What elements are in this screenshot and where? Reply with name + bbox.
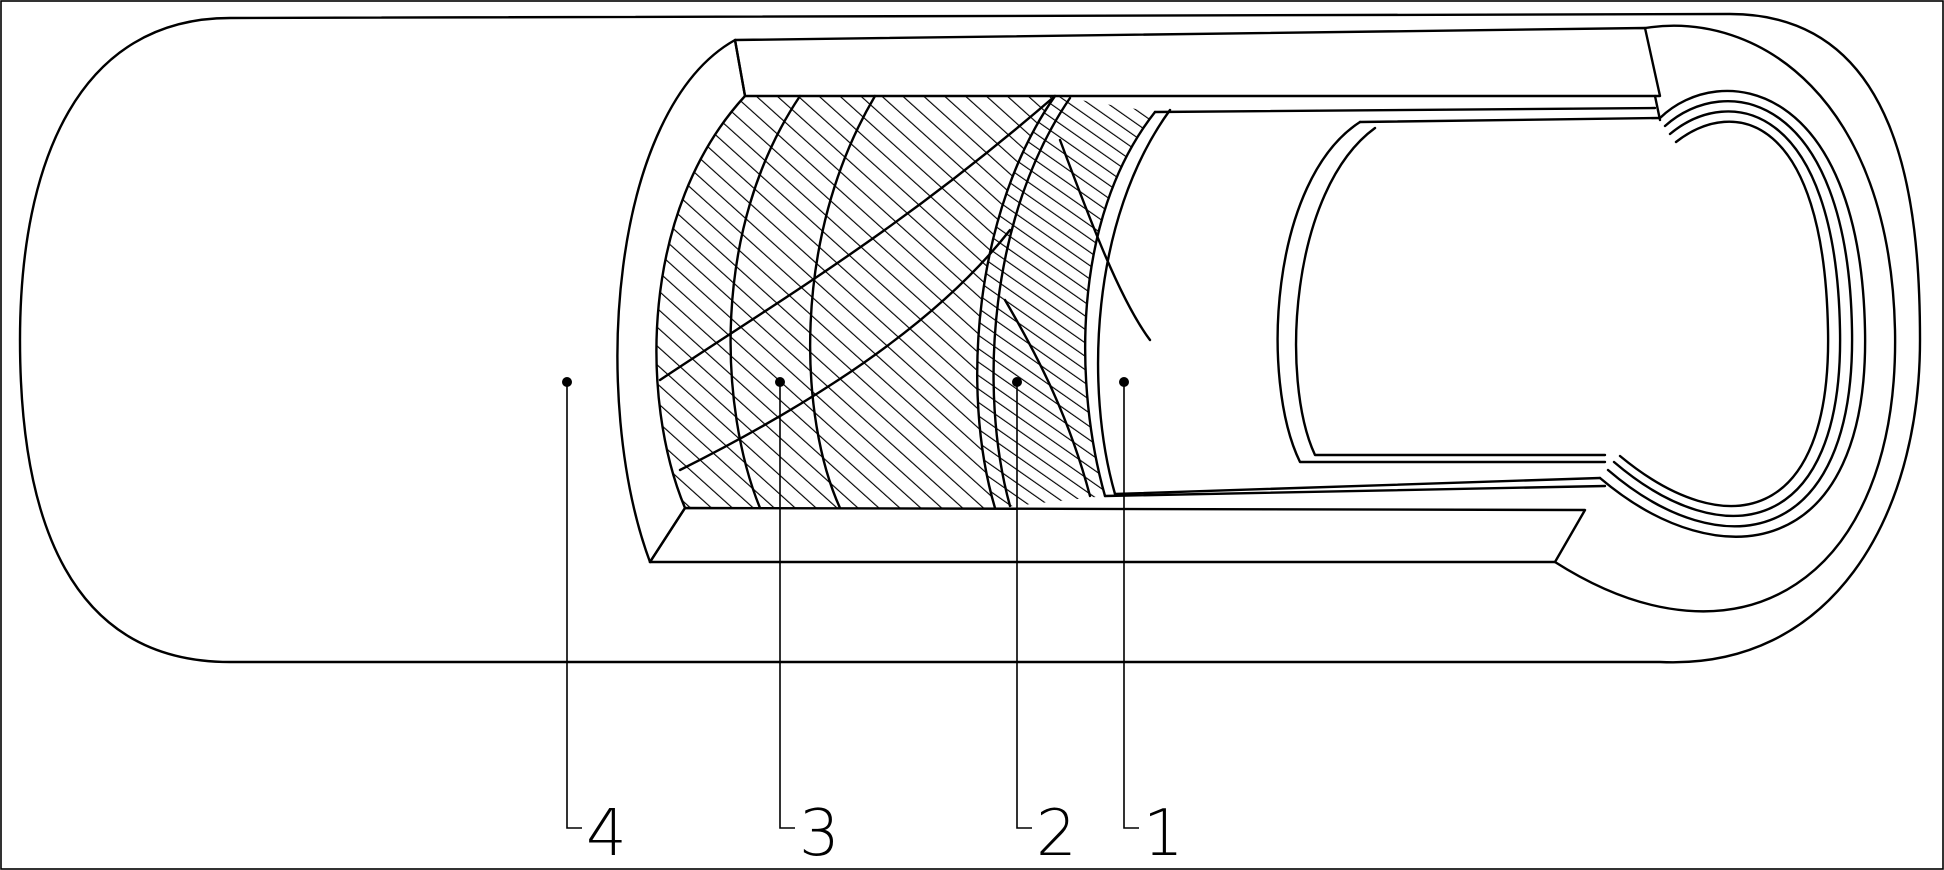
inner-bore-left-2: [1296, 128, 1605, 455]
inner-bore-left: [1278, 122, 1605, 462]
callout-2-label: 2: [1036, 797, 1077, 870]
callout-1-label: 1: [1143, 797, 1184, 870]
end-face-ring-4: [1620, 122, 1828, 506]
callout-3-label: 3: [799, 797, 840, 870]
cover-cut-bottom-edge: [650, 508, 1585, 562]
end-face-outer: [1555, 26, 1895, 612]
layer-1-inner-tube: [1098, 96, 1660, 496]
cover-cut-inner-left: [735, 40, 745, 96]
callout-4: 4: [562, 377, 627, 870]
callout-1: 1: [1119, 377, 1184, 870]
cover-cut-inner-bottom: [650, 508, 685, 562]
callout-4-label: 4: [586, 797, 627, 870]
cover-cut-top-edge: [735, 28, 1660, 96]
